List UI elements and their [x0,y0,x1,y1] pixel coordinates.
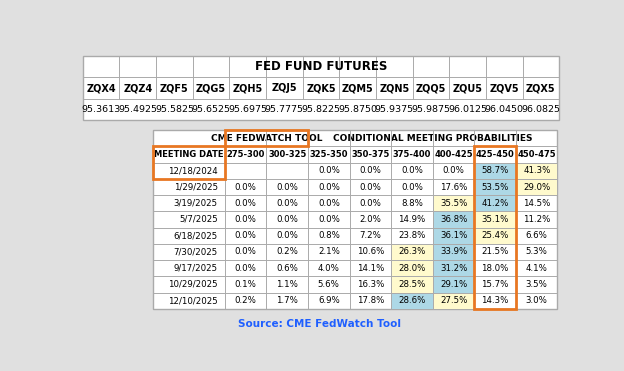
Text: Source: CME FedWatch Tool: Source: CME FedWatch Tool [238,319,401,329]
